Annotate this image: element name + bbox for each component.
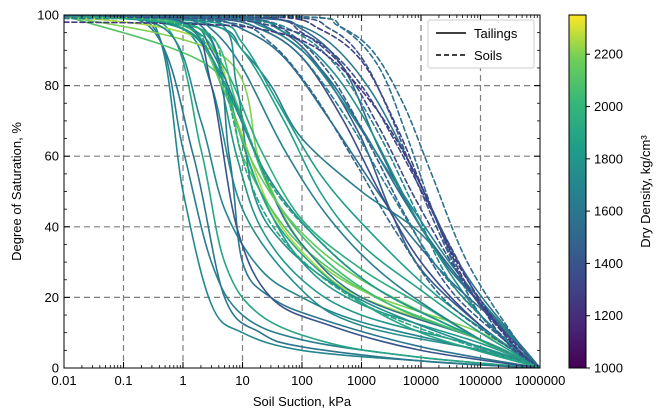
x-tick-label: 1 <box>179 373 186 388</box>
soils-curve <box>64 15 540 368</box>
x-tick-label: 10000 <box>403 373 439 388</box>
x-tick-label: 100 <box>291 373 313 388</box>
colorbar-tick-label: 1200 <box>594 308 623 323</box>
tailings-curve <box>64 15 540 368</box>
soils-curve <box>64 15 540 368</box>
colorbar-ticks: 1000 1200 1400 1600 1800 2000 2200 <box>586 47 623 376</box>
tailings-curve <box>64 15 540 368</box>
y-tick-label: 0 <box>52 361 59 376</box>
colorbar-tick-label: 1000 <box>594 361 623 376</box>
legend-label-soils: Soils <box>474 48 503 63</box>
y-tick-label: 80 <box>45 78 59 93</box>
tailings-curve <box>64 15 540 368</box>
colorbar-tick-label: 1800 <box>594 151 623 166</box>
colorbar-title: Dry Density, kg/cm³ <box>638 135 653 248</box>
tailings-curve <box>64 15 540 368</box>
x-axis-title: Soil Suction, kPa <box>253 394 352 409</box>
y-axis-title: Degree of Saturation, % <box>9 122 24 261</box>
x-tick-label: 1000000 <box>515 373 566 388</box>
y-tick-label: 60 <box>45 149 59 164</box>
tailings-curve <box>64 15 540 368</box>
soils-curve <box>64 15 540 368</box>
x-tick-label: 0.01 <box>51 373 76 388</box>
y-tick-label: 100 <box>37 8 59 23</box>
colorbar-tick-label: 2200 <box>594 47 623 62</box>
legend-box <box>427 19 535 69</box>
colorbar: 1000 1200 1400 1600 1800 2000 2200 Dry Density… <box>568 14 653 376</box>
colorbar-tick-label: 1600 <box>594 204 623 219</box>
x-tick-label: 100000 <box>459 373 502 388</box>
x-tick-label: 0.1 <box>114 373 132 388</box>
axis-tick-labels: 0.01 0.1 1 10 100 1000 10000 100000 1000000 0 20 40… <box>37 8 565 389</box>
soils-curve <box>64 15 540 368</box>
tailings-curve <box>64 15 540 368</box>
x-tick-label: 10 <box>235 373 249 388</box>
axis-ticks <box>63 14 541 369</box>
y-tick-label: 40 <box>45 219 59 234</box>
grid-lines <box>64 15 540 368</box>
colorbar-gradient <box>568 14 587 369</box>
colorbar-tick-label: 1400 <box>594 256 623 271</box>
x-tick-label: 1000 <box>347 373 376 388</box>
y-tick-label: 20 <box>45 290 59 305</box>
soils-curve <box>64 21 540 368</box>
soils-curve <box>64 16 540 368</box>
legend-label-tailings: Tailings <box>474 26 518 41</box>
soils-curve <box>64 15 540 368</box>
legend: Tailings Soils <box>427 19 535 69</box>
colorbar-tick-label: 2000 <box>594 99 623 114</box>
